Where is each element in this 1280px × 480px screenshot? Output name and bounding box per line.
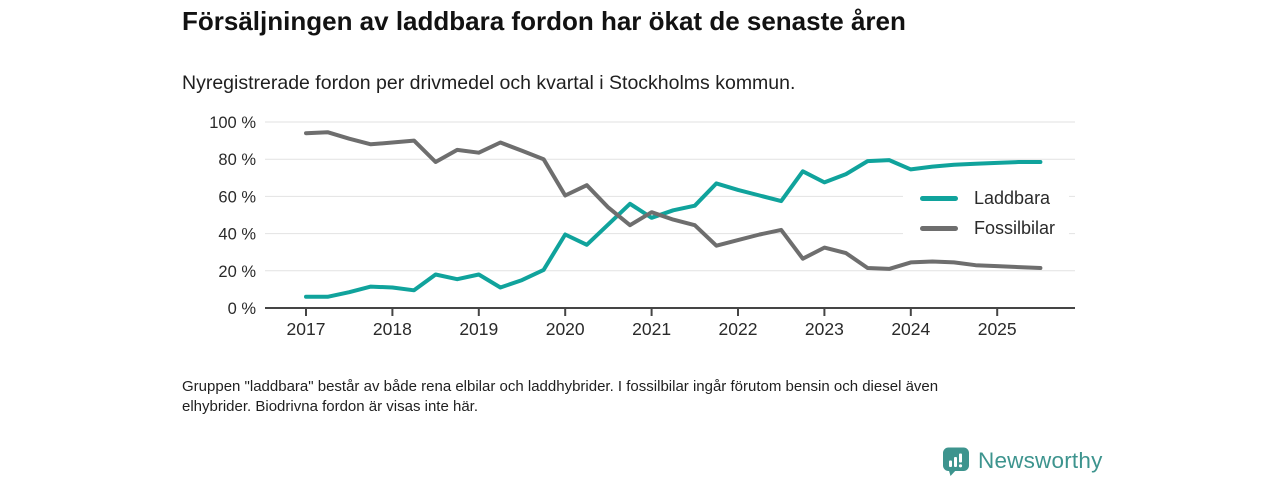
y-tick-label: 40 % bbox=[218, 226, 256, 244]
legend-item-laddbara: Laddbara bbox=[903, 185, 1069, 211]
laddbara-line-swatch bbox=[920, 195, 958, 201]
legend-label-laddbara: Laddbara bbox=[974, 187, 1051, 208]
x-tick-label: 2021 bbox=[632, 319, 671, 339]
x-tick-label: 2023 bbox=[805, 319, 844, 339]
fossilbilar-line bbox=[304, 130, 1043, 271]
footnote-line-2: elhybrider. Biodrivna fordon är visas in… bbox=[182, 398, 478, 415]
y-tick-label: 80 % bbox=[218, 151, 256, 169]
x-tick-label: 2017 bbox=[287, 319, 326, 339]
footnote-line-1: Gruppen "laddbara" består av både rena e… bbox=[182, 378, 939, 395]
y-tick-label: 60 % bbox=[218, 188, 256, 206]
laddbara-line bbox=[304, 158, 1043, 299]
newsworthy-logo-icon bbox=[943, 447, 969, 476]
chart-legend: Laddbara Fossilbilar bbox=[903, 183, 1069, 243]
y-tick-label: 100 % bbox=[209, 114, 256, 132]
y-tick-label: 20 % bbox=[218, 263, 256, 281]
x-tick-label: 2018 bbox=[373, 319, 412, 339]
chart-subtitle: Nyregistrerade fordon per drivmedel och … bbox=[182, 72, 796, 94]
x-tick-label: 2025 bbox=[978, 319, 1017, 339]
legend-label-fossilbilar: Fossilbilar bbox=[974, 217, 1056, 238]
newsworthy-logo: Newsworthy bbox=[941, 446, 1103, 476]
y-tick-label: 0 % bbox=[228, 300, 257, 318]
fossilbilar-line-swatch bbox=[920, 225, 958, 231]
chart-footnote: Gruppen "laddbara" består av både rena e… bbox=[182, 377, 938, 417]
newsworthy-logo-text: Newsworthy bbox=[978, 448, 1103, 473]
legend-item-fossilbilar: Fossilbilar bbox=[903, 215, 1069, 241]
x-tick-label: 2020 bbox=[546, 319, 585, 339]
chart-title: Försäljningen av laddbara fordon har öka… bbox=[182, 6, 906, 36]
x-tick-label: 2024 bbox=[891, 319, 930, 339]
x-tick-label: 2022 bbox=[719, 319, 758, 339]
x-tick-label: 2019 bbox=[459, 319, 498, 339]
